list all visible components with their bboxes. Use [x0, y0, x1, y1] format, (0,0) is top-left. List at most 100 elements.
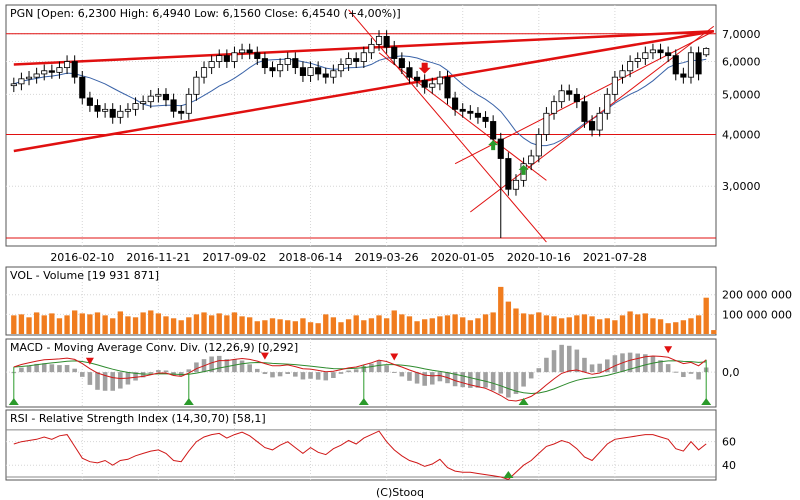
date-tick-label: 2020-10-16: [507, 251, 571, 264]
macd-histogram-bar: [688, 372, 694, 374]
candle: [292, 52, 299, 75]
candle-body: [512, 179, 520, 190]
candle: [48, 64, 55, 79]
macd-histogram-bar: [224, 359, 230, 373]
candle-body: [322, 73, 329, 78]
candle-body: [56, 67, 63, 73]
candle: [528, 149, 535, 171]
candle: [482, 111, 489, 128]
price-tick-label: 7,0000: [722, 28, 761, 41]
candle: [596, 107, 603, 137]
macd-histogram-bar: [681, 372, 686, 378]
macd-histogram-bar: [460, 372, 465, 388]
volume-bar: [193, 314, 200, 334]
candle: [375, 30, 383, 51]
candle-body: [71, 61, 78, 78]
macd-histogram-bar: [506, 372, 511, 398]
date-tick-label: 2021-07-28: [583, 251, 647, 264]
candle: [535, 128, 542, 163]
volume-bar: [368, 318, 375, 334]
volume-bar: [612, 320, 618, 334]
price-panel: 3,0000 4,0000 5,0000 6,0000 7,0000 2016-02-10…: [5, 4, 761, 264]
candle: [239, 43, 246, 60]
macd-histogram-bar: [643, 354, 648, 373]
macd-line: [13, 355, 707, 402]
volume-bar: [444, 315, 451, 334]
volume-bar: [482, 314, 489, 334]
macd-histogram-bar: [627, 352, 633, 373]
candle: [208, 55, 215, 75]
candle: [558, 84, 565, 109]
candle-body: [117, 110, 124, 118]
price-tick-label: 4,0000: [722, 128, 761, 141]
candle-body: [497, 138, 504, 159]
candle-body: [41, 70, 48, 75]
candle: [254, 46, 261, 65]
candle: [41, 64, 48, 81]
volume-bar: [711, 330, 717, 334]
macd-histogram-bar: [118, 372, 123, 389]
macd-histogram-bar: [612, 355, 618, 373]
buy-triangle-icon: [183, 398, 194, 405]
candle: [299, 61, 306, 82]
buy-triangle-icon: [518, 398, 529, 405]
candle-body: [680, 73, 687, 78]
macd-histogram-bar: [369, 363, 374, 373]
candle-body: [383, 35, 390, 48]
candle: [467, 105, 474, 120]
candle-body: [261, 58, 268, 69]
macd-histogram-bar: [551, 350, 557, 373]
candle-body: [79, 76, 86, 99]
candle: [581, 95, 588, 128]
macd-histogram-bar: [270, 372, 275, 378]
date-tick-label: 2020-01-05: [431, 251, 495, 264]
candle: [277, 58, 284, 78]
candle: [368, 38, 375, 60]
rsi-tick-label: 40: [722, 459, 736, 472]
volume-bar: [125, 316, 131, 334]
volume-bar: [300, 318, 306, 334]
candle: [695, 46, 702, 81]
candle: [665, 46, 672, 63]
volume-bar: [383, 318, 390, 334]
buy-triangle-icon: [503, 471, 514, 478]
candle-body: [474, 112, 481, 118]
candle-body: [482, 116, 489, 122]
macd-histogram-bar: [72, 368, 77, 373]
macd-histogram-bar: [315, 372, 321, 380]
volume-tick-label: 200 000 000: [722, 289, 792, 302]
candle: [307, 61, 314, 82]
volume-bar: [18, 314, 25, 334]
macd-histogram-bar: [80, 372, 85, 377]
candle: [566, 84, 573, 101]
candle-body: [193, 76, 200, 95]
candle-body: [627, 61, 634, 72]
macd-histogram-bar: [376, 360, 382, 373]
candle: [429, 77, 436, 94]
candle-body: [406, 67, 413, 78]
volume-bar: [657, 319, 664, 334]
candle-body: [102, 108, 109, 112]
volume-bar: [604, 318, 610, 334]
volume-bar: [33, 312, 40, 334]
candle: [383, 30, 390, 54]
candle-body: [208, 61, 215, 69]
volume-bar: [353, 315, 359, 334]
macd-histogram-bar: [148, 372, 154, 374]
candle-body: [452, 97, 459, 110]
macd-histogram-bar: [399, 372, 405, 377]
candle: [436, 70, 443, 91]
candle-body: [535, 134, 542, 157]
volume-bar: [170, 318, 177, 334]
candle-body: [269, 67, 276, 72]
volume-bar: [224, 315, 230, 334]
candle-body: [216, 55, 223, 62]
macd-histogram-bar: [498, 372, 504, 394]
candle: [56, 61, 63, 79]
candle: [284, 52, 291, 71]
candle-body: [687, 52, 695, 78]
candle-body: [566, 90, 573, 95]
volume-bar: [148, 310, 154, 334]
macd-histogram-bar: [559, 344, 564, 373]
